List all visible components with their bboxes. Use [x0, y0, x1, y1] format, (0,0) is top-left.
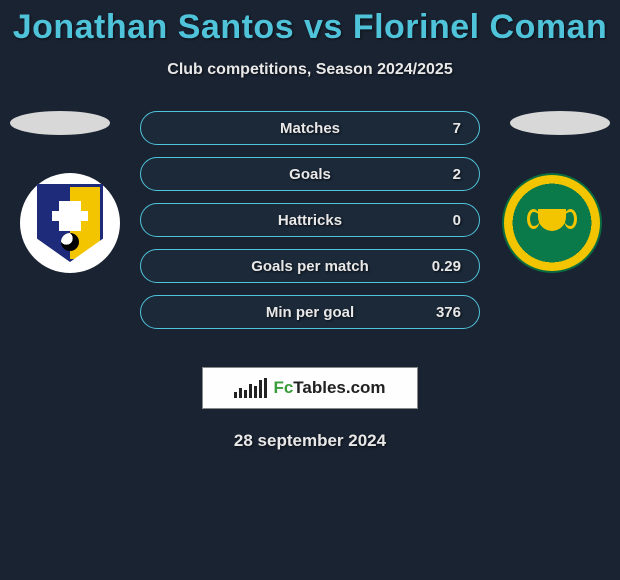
round-badge-icon [502, 173, 602, 273]
stat-row-matches: Matches 7 [140, 111, 480, 145]
stat-label: Matches [141, 120, 479, 137]
footer-brand-text: FcTables.com [273, 378, 385, 398]
subtitle: Club competitions, Season 2024/2025 [0, 61, 620, 79]
comparison-area: Matches 7 Goals 2 Hattricks 0 Goals per … [0, 111, 620, 341]
stat-value-right: 7 [453, 120, 461, 137]
player-right-platform [510, 111, 610, 135]
shield-icon [37, 184, 103, 262]
stat-label: Hattricks [141, 212, 479, 229]
stat-row-min-per-goal: Min per goal 376 [140, 295, 480, 329]
stat-row-hattricks: Hattricks 0 [140, 203, 480, 237]
page-title: Jonathan Santos vs Florinel Coman [0, 0, 620, 47]
stat-value-right: 0 [453, 212, 461, 229]
stat-row-goals-per-match: Goals per match 0.29 [140, 249, 480, 283]
soccer-ball-icon [61, 233, 79, 251]
bar-chart-icon [234, 378, 267, 398]
club-logo-right [502, 173, 602, 273]
stat-value-right: 0.29 [432, 258, 461, 275]
stat-row-goals: Goals 2 [140, 157, 480, 191]
stat-label: Goals [141, 166, 479, 183]
footer-brand-box[interactable]: FcTables.com [202, 367, 418, 409]
player-left-platform [10, 111, 110, 135]
stat-label: Goals per match [141, 258, 479, 275]
stat-value-right: 376 [436, 304, 461, 321]
stat-value-right: 2 [453, 166, 461, 183]
stats-column: Matches 7 Goals 2 Hattricks 0 Goals per … [140, 111, 480, 341]
date-text: 28 september 2024 [0, 431, 620, 451]
brand-suffix: Tables.com [293, 378, 385, 397]
trophy-icon [532, 203, 572, 243]
club-logo-left [20, 173, 120, 273]
brand-prefix: Fc [273, 378, 293, 397]
stat-label: Min per goal [141, 304, 479, 321]
